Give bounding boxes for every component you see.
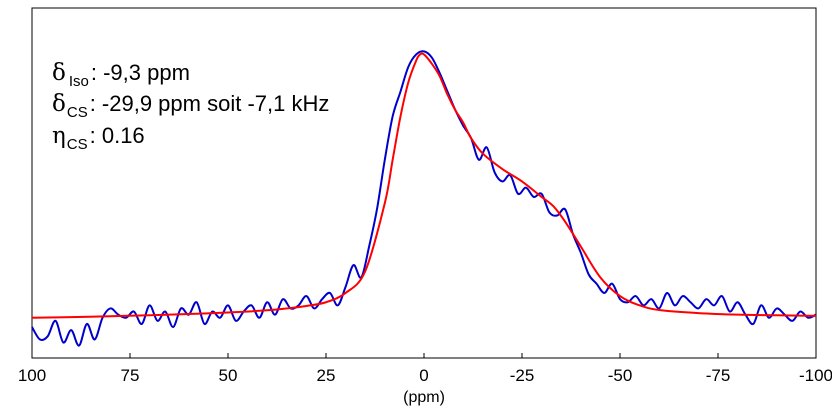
series-layer (31, 50, 817, 347)
annotation-iso-symbol: δ (52, 60, 66, 86)
annotation-iso-subscript: Iso (69, 73, 89, 90)
x-tick-label: -25 (510, 366, 535, 385)
x-tick-label: 100 (18, 366, 46, 385)
annotation-iso-text: : -9,3 ppm (91, 60, 190, 85)
fitted-spectrum-line (31, 52, 817, 319)
annotation-eta-symbol: η (52, 123, 66, 149)
annotation-cs-text: : -29,9 ppm soit -7,1 kHz (90, 91, 330, 116)
annotation-iso: δ Iso: -9,3 ppm (52, 60, 190, 90)
annotation-eta: ηCS: 0.16 (52, 123, 145, 153)
annotation-cs: δCS: -29,9 ppm soit -7,1 kHz (52, 91, 329, 121)
annotation-cs-subscript: CS (67, 104, 88, 121)
x-tick-label: -50 (608, 366, 633, 385)
annotation-block: δ Iso: -9,3 ppm δCS: -29,9 ppm soit -7,1 … (52, 60, 329, 153)
x-tick-label: 25 (317, 366, 336, 385)
x-tick-label: 75 (121, 366, 140, 385)
annotation-eta-subscript: CS (67, 136, 88, 153)
annotation-eta-text: : 0.16 (90, 123, 145, 148)
x-tick-label: 0 (419, 366, 428, 385)
x-axis-ticks: 100 75 50 25 0 -25 -50 -75 -100 (18, 353, 832, 385)
x-tick-label: -75 (706, 366, 731, 385)
x-axis-title: (ppm) (403, 389, 445, 406)
annotation-cs-symbol: δ (52, 91, 66, 117)
experimental-spectrum-line (31, 50, 817, 347)
x-tick-label: 50 (219, 366, 238, 385)
x-tick-label: -100 (799, 366, 832, 385)
